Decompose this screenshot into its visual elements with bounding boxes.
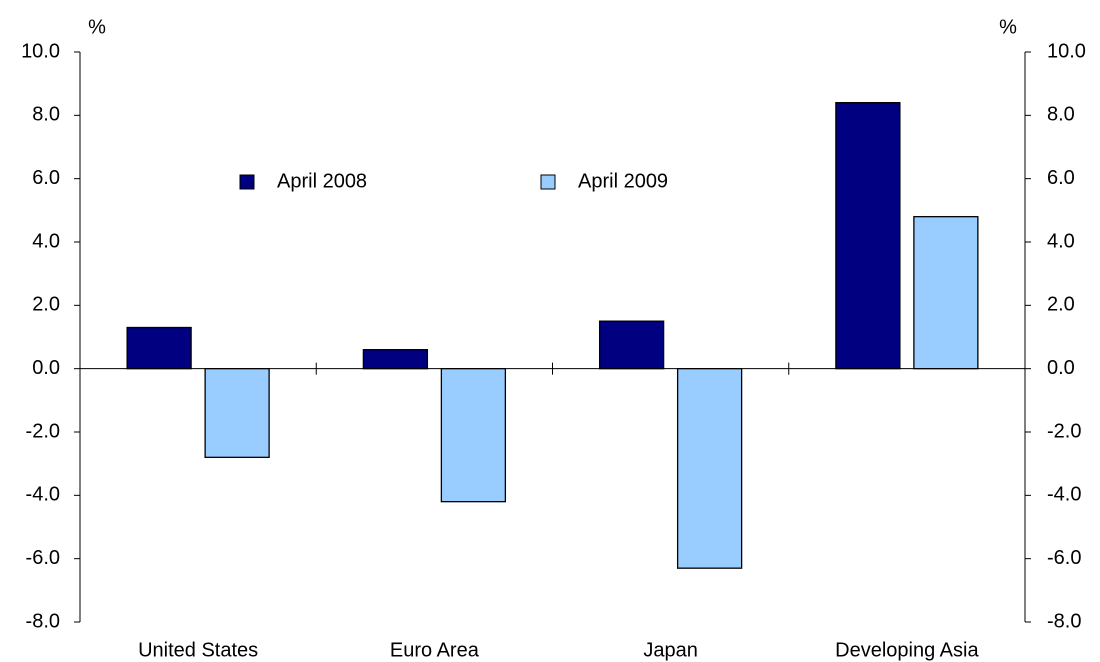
y-tick-label: -8.0 xyxy=(26,610,60,632)
y2-tick-label: 8.0 xyxy=(1047,104,1075,126)
y-tick-label: -6.0 xyxy=(26,547,60,569)
x-tick-label: United States xyxy=(138,639,258,661)
y-tick-label: -4.0 xyxy=(26,484,60,506)
legend-label: April 2008 xyxy=(277,170,367,192)
y-tick-label: 10.0 xyxy=(21,40,60,62)
legend-label: April 2009 xyxy=(578,170,668,192)
y-tick-label: -2.0 xyxy=(26,420,60,442)
bar xyxy=(676,368,743,569)
y2-tick-label: -6.0 xyxy=(1047,547,1081,569)
bar xyxy=(835,102,901,370)
y-tick-label: 8.0 xyxy=(32,104,60,126)
bar xyxy=(204,368,270,458)
bar xyxy=(598,320,665,370)
y2-tick-label: 6.0 xyxy=(1047,167,1075,189)
bar xyxy=(126,326,192,370)
x-tick-label: Developing Asia xyxy=(835,639,979,661)
bar xyxy=(440,368,507,503)
y-tick-label: 6.0 xyxy=(32,167,60,189)
bar xyxy=(362,349,429,370)
y2-tick-label: -8.0 xyxy=(1047,610,1081,632)
y-tick-label: 4.0 xyxy=(32,230,60,252)
y2-tick-label: -4.0 xyxy=(1047,484,1081,506)
y2-tick-label: 10.0 xyxy=(1047,40,1086,62)
y-axis-unit: % xyxy=(88,16,106,38)
bar xyxy=(913,216,979,370)
y2-tick-label: 0.0 xyxy=(1047,357,1075,379)
y2-axis-unit: % xyxy=(999,16,1017,38)
y2-tick-label: 2.0 xyxy=(1047,294,1075,316)
legend-swatch xyxy=(239,174,255,190)
legend-swatch xyxy=(540,174,556,190)
y2-tick-label: 4.0 xyxy=(1047,230,1075,252)
x-tick-label: Euro Area xyxy=(390,639,480,661)
x-tick-label: Japan xyxy=(643,639,698,661)
y2-tick-label: -2.0 xyxy=(1047,420,1081,442)
y-tick-label: 2.0 xyxy=(32,294,60,316)
y-tick-label: 0.0 xyxy=(32,357,60,379)
